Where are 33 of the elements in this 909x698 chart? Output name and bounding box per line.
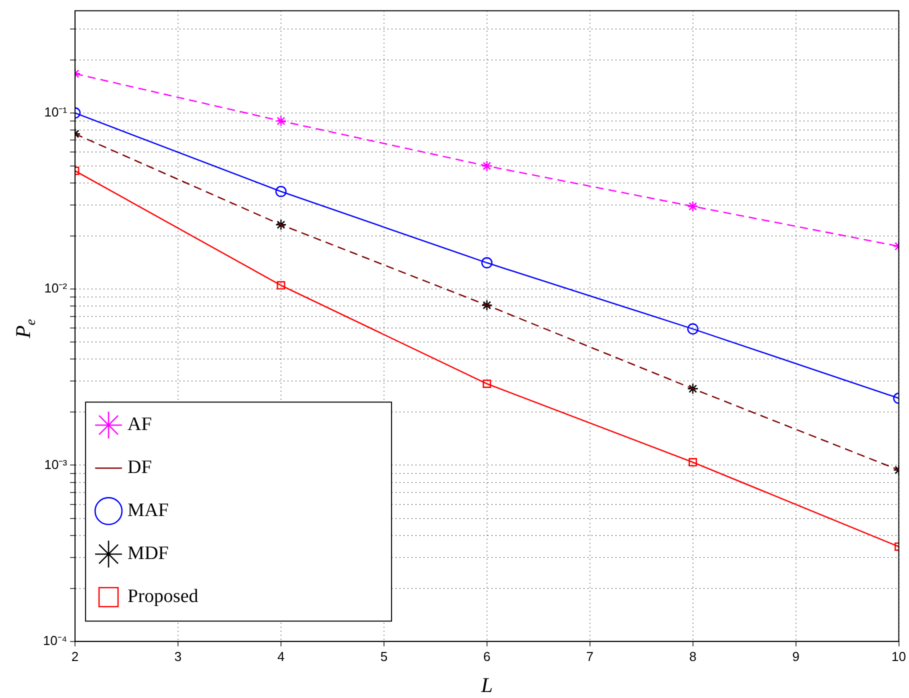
x-tick-label: 2 [71, 648, 79, 664]
point [275, 115, 287, 127]
legend-label: AF [128, 414, 152, 436]
y-tick-label: 10⁻⁴ [43, 632, 68, 648]
legend-label: Proposed [128, 586, 199, 608]
point [275, 186, 287, 198]
point [481, 160, 493, 172]
x-tick-label: 7 [586, 648, 594, 664]
point [687, 323, 698, 335]
x-tick-label: 8 [689, 648, 696, 664]
x-tick-label: 9 [792, 648, 800, 664]
legend-label: DF [128, 457, 152, 478]
point [481, 257, 493, 268]
point [687, 200, 698, 212]
y-tick-label: 10⁻² [44, 280, 68, 296]
line-series [75, 133, 899, 471]
y-axis-title: Pe [11, 319, 39, 340]
x-tick-label: 4 [277, 648, 285, 664]
point [688, 458, 698, 466]
x-tick-label: 6 [483, 648, 491, 664]
y-tick-label: 10⁻³ [44, 456, 68, 472]
x-tick-label: 5 [380, 648, 388, 664]
point [275, 219, 287, 230]
point [482, 380, 492, 388]
point [276, 281, 286, 290]
x-tick-label: 3 [174, 648, 182, 664]
legend-label: MDF [128, 543, 169, 564]
x-axis-title: L [480, 673, 493, 697]
point [481, 300, 493, 311]
point [687, 383, 698, 394]
x-tick-label: 10 [892, 648, 906, 664]
legend-label: MAF [128, 500, 169, 522]
y-tick-label: 10⁻¹ [44, 104, 68, 120]
